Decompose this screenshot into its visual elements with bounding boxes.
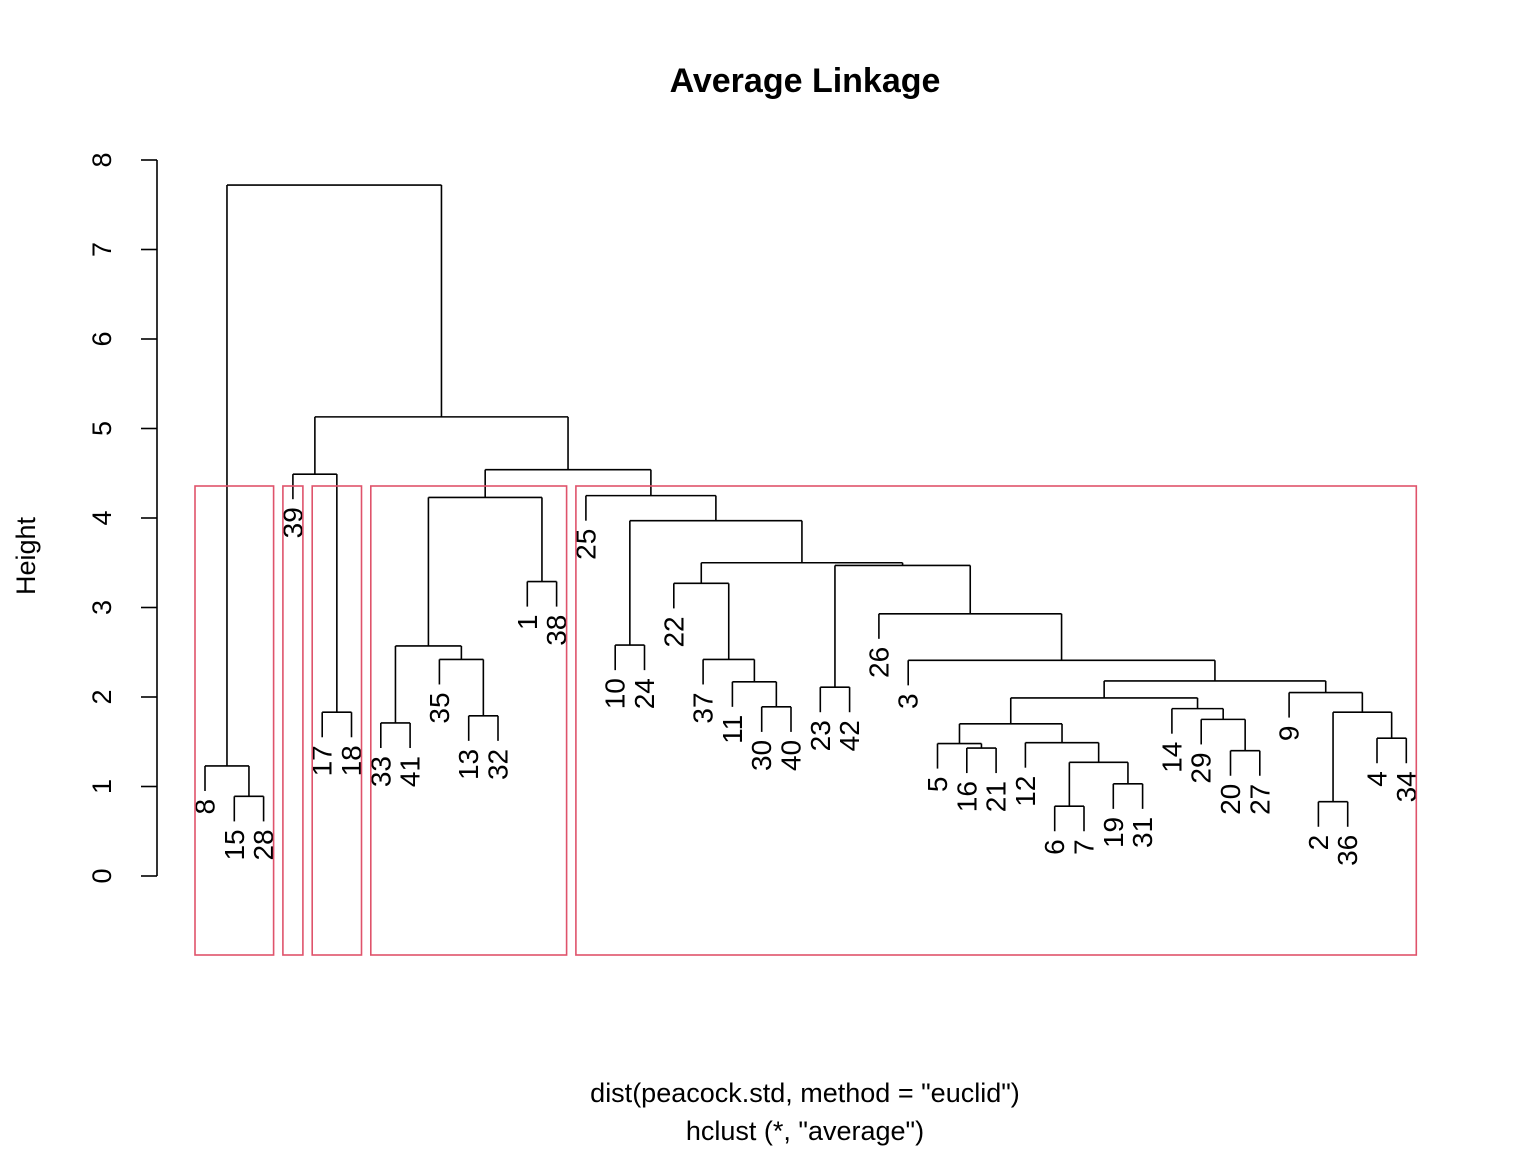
y-tick-label: 7 xyxy=(87,242,117,257)
leaf-label: 7 xyxy=(1069,839,1100,855)
leaf-label: 22 xyxy=(658,616,689,647)
leaf-label: 3 xyxy=(893,693,924,709)
leaf-label: 26 xyxy=(863,647,894,678)
leaf-label: 4 xyxy=(1362,771,1393,787)
leaf-label: 9 xyxy=(1274,726,1305,742)
leaf-labels: 8152839171833413513321382510242237113040… xyxy=(190,507,1422,866)
leaf-label: 2 xyxy=(1303,835,1334,851)
y-tick-label: 2 xyxy=(87,689,117,704)
leaf-label: 23 xyxy=(805,720,836,751)
y-tick-label: 0 xyxy=(87,868,117,883)
leaf-label: 37 xyxy=(688,692,719,723)
leaf-label: 20 xyxy=(1215,784,1246,815)
y-axis-label: Height xyxy=(11,516,41,595)
leaf-label: 1 xyxy=(512,615,543,631)
leaf-label: 6 xyxy=(1039,839,1070,855)
leaf-label: 25 xyxy=(570,529,601,560)
cluster-box xyxy=(311,485,363,956)
leaf-label: 19 xyxy=(1098,817,1129,848)
leaf-label: 21 xyxy=(981,781,1012,812)
leaf-label: 24 xyxy=(629,678,660,709)
chart-title: Average Linkage xyxy=(670,62,941,100)
leaf-label: 17 xyxy=(307,745,338,776)
y-tick-label: 5 xyxy=(87,421,117,436)
leaf-label: 8 xyxy=(190,799,221,815)
leaf-label: 12 xyxy=(1010,776,1041,807)
y-tick-label: 1 xyxy=(87,779,117,794)
leaf-label: 13 xyxy=(453,749,484,780)
cluster-box xyxy=(369,485,568,956)
y-tick-label: 4 xyxy=(87,510,117,525)
leaf-label: 42 xyxy=(834,720,865,751)
leaf-label: 18 xyxy=(336,745,367,776)
y-tick-label: 6 xyxy=(87,331,117,346)
leaf-label: 28 xyxy=(248,829,279,860)
cluster-box xyxy=(194,485,275,956)
x-axis-label-line-1: dist(peacock.std, method = "euclid") xyxy=(590,1078,1020,1108)
cluster-box xyxy=(575,485,1418,956)
dendrogram-branches xyxy=(204,184,1408,832)
leaf-label: 39 xyxy=(277,507,308,538)
leaf-label: 40 xyxy=(776,740,807,771)
leaf-label: 33 xyxy=(365,756,396,787)
leaf-label: 10 xyxy=(600,678,631,709)
y-axis: 0 1 2 3 4 5 6 7 8 xyxy=(87,152,158,884)
leaf-label: 16 xyxy=(951,781,982,812)
y-tick-label: 3 xyxy=(87,600,117,615)
cluster-boxes xyxy=(194,485,1418,956)
leaf-label: 29 xyxy=(1186,752,1217,783)
leaf-label: 35 xyxy=(424,692,455,723)
leaf-label: 11 xyxy=(717,715,748,744)
cluster-box xyxy=(282,485,304,956)
leaf-label: 38 xyxy=(541,615,572,646)
leaf-label: 32 xyxy=(483,749,514,780)
leaf-label: 15 xyxy=(219,829,250,860)
leaf-label: 30 xyxy=(746,740,777,771)
leaf-label: 5 xyxy=(922,777,953,793)
leaf-label: 36 xyxy=(1332,835,1363,866)
leaf-label: 41 xyxy=(395,756,426,787)
y-tick-label: 8 xyxy=(87,152,117,167)
leaf-label: 14 xyxy=(1156,742,1187,773)
x-axis-label-line-2: hclust (*, "average") xyxy=(686,1116,924,1146)
leaf-label: 27 xyxy=(1244,784,1275,815)
leaf-label: 31 xyxy=(1127,817,1158,848)
leaf-label: 34 xyxy=(1391,771,1422,802)
